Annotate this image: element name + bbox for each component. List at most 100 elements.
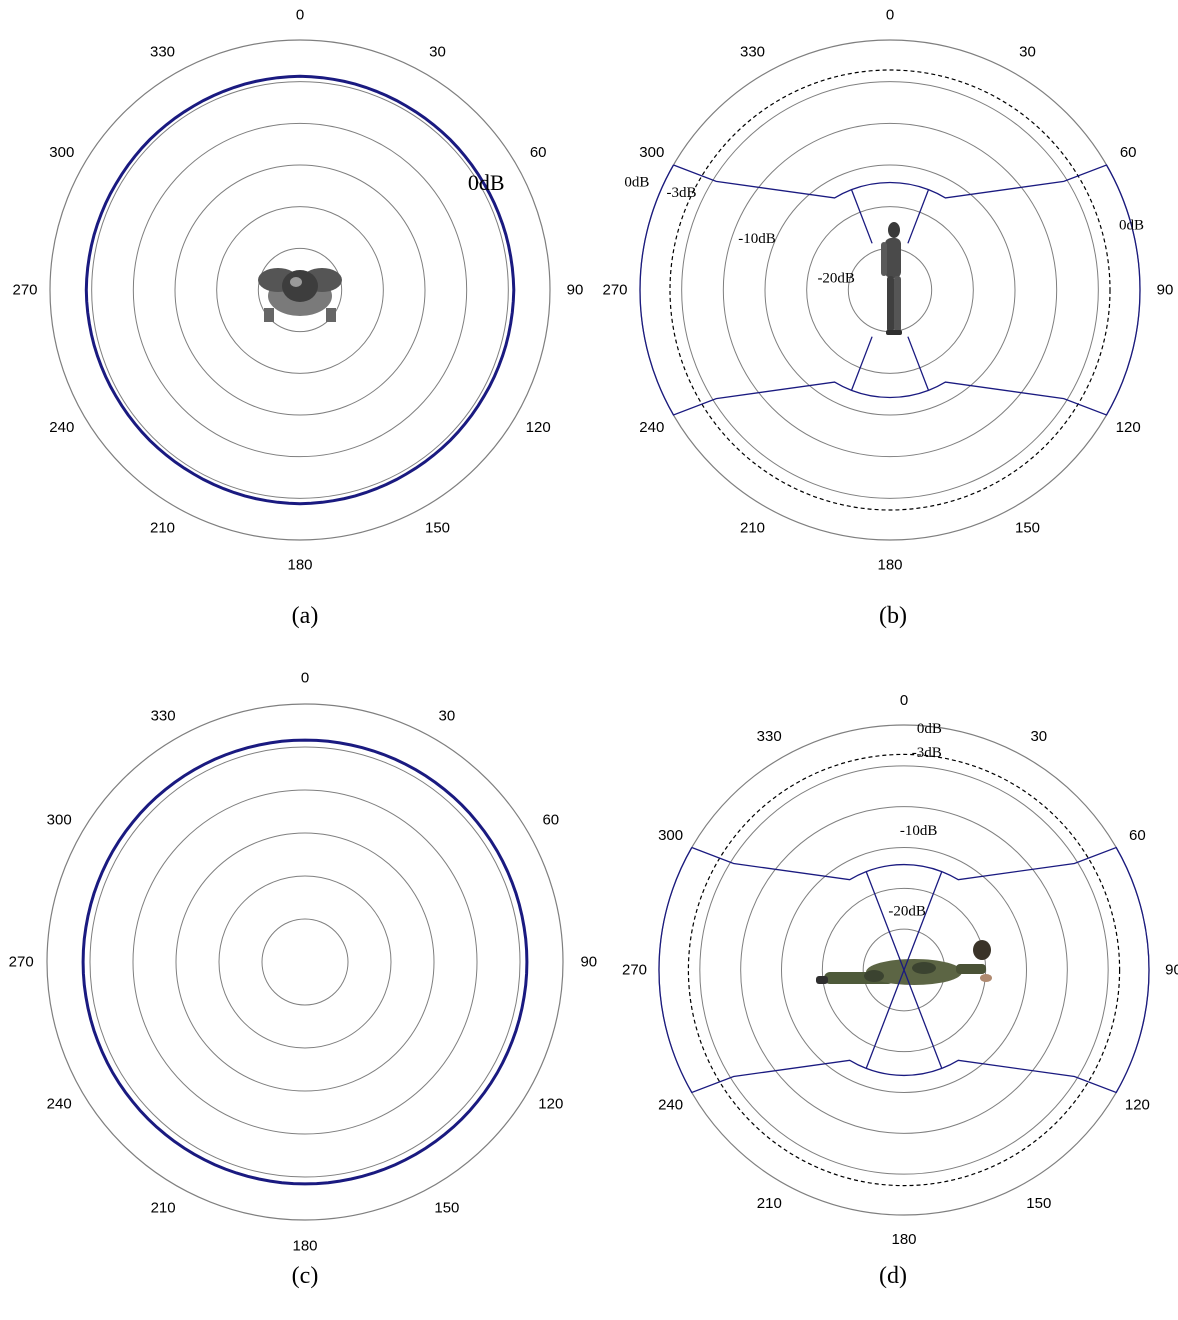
tank-top-view-icon xyxy=(258,268,342,322)
angle-label: 270 xyxy=(12,282,37,299)
grid-ring xyxy=(174,164,426,416)
soldier-camo-patch xyxy=(912,962,936,974)
grid-ring xyxy=(132,122,468,458)
dashed-3db-ring xyxy=(669,69,1111,511)
angle-label: 150 xyxy=(1026,1195,1051,1212)
soldier-camo-patch xyxy=(864,970,884,982)
standing-soldier-icon xyxy=(881,222,902,335)
tank-turret xyxy=(282,270,318,302)
angle-label: 0 xyxy=(886,7,894,24)
angle-label: 90 xyxy=(567,282,584,299)
pattern-spoke xyxy=(865,871,905,971)
caption-c: (c) xyxy=(291,1263,319,1289)
db-annotation: 0dB xyxy=(1119,217,1144,233)
soldier-boots xyxy=(816,976,828,984)
angle-label: 240 xyxy=(49,419,74,436)
angle-label: 150 xyxy=(1015,520,1040,537)
grid-ring xyxy=(764,164,1016,416)
grid-ring xyxy=(257,247,343,333)
grid-ring xyxy=(722,122,1058,458)
pattern-line xyxy=(658,846,1150,1094)
db-annotation: -10dB xyxy=(738,231,776,247)
dashed-3db-ring xyxy=(687,753,1121,1187)
angle-label: 300 xyxy=(49,144,74,161)
grid-ring xyxy=(681,81,1099,499)
soldier-hand xyxy=(980,974,992,982)
soldier-head xyxy=(888,222,900,238)
grid-ring xyxy=(89,746,521,1178)
polar-plot-a: 0 30 60 90 120 150 180 210 240 270 300 330 0dB xyxy=(12,7,583,574)
caption-a: (a) xyxy=(291,603,319,629)
angle-label: 330 xyxy=(151,708,176,725)
soldier-feet xyxy=(886,330,902,335)
angle-label: 240 xyxy=(639,419,664,436)
pattern-spoke xyxy=(907,336,930,391)
angle-label: 0 xyxy=(301,670,309,687)
angle-label: 60 xyxy=(530,144,547,161)
angle-label: 60 xyxy=(1129,827,1146,844)
angle-label: 210 xyxy=(151,1199,176,1216)
grid-ring xyxy=(740,806,1068,1134)
angle-label: 30 xyxy=(429,43,446,60)
angle-label: 180 xyxy=(891,1231,916,1248)
pattern-spoke xyxy=(865,969,905,1069)
angle-label: 0 xyxy=(900,692,908,709)
db-annotation: 0dB xyxy=(624,175,649,191)
angle-label: 210 xyxy=(757,1195,782,1212)
angle-label: 30 xyxy=(439,708,456,725)
db-annotation: -3dB xyxy=(667,185,697,201)
angle-label: 60 xyxy=(542,812,559,829)
angle-label: 300 xyxy=(639,144,664,161)
angle-label: 180 xyxy=(287,557,312,574)
pattern-line xyxy=(639,164,1141,416)
grid-ring xyxy=(261,918,349,1006)
angle-label: 150 xyxy=(425,520,450,537)
db-annotation: -20dB xyxy=(888,903,926,919)
grid-ring xyxy=(699,765,1109,1175)
angle-label: 120 xyxy=(526,419,551,436)
pattern-spoke xyxy=(903,871,943,971)
grid-ring xyxy=(216,206,384,374)
pattern-spoke xyxy=(907,189,930,244)
angle-label: 60 xyxy=(1120,144,1137,161)
soldier-arms xyxy=(956,964,986,974)
angle-label: 120 xyxy=(1125,1096,1150,1113)
angle-label: 330 xyxy=(150,43,175,60)
angle-label: 0 xyxy=(296,7,304,24)
prone-soldier-icon xyxy=(816,940,992,985)
soldier-head xyxy=(973,940,991,960)
angle-label: 240 xyxy=(47,1095,72,1112)
db-annotation: -3dB xyxy=(912,745,942,761)
soldier-torso xyxy=(885,238,901,278)
tank-rear-left xyxy=(264,308,274,322)
angle-label: 180 xyxy=(877,557,902,574)
angle-label: 120 xyxy=(1116,419,1141,436)
pattern-line xyxy=(84,74,516,506)
angle-label: 210 xyxy=(740,520,765,537)
soldier-leg-back xyxy=(887,276,894,332)
polar-plot-c: 0 30 60 90 120 150 180 210 240 270 300 330 xyxy=(9,670,597,1255)
angle-label: 330 xyxy=(757,728,782,745)
polar-plot-d: 0 30 60 90 120 150 180 210 240 270 300 330 0dB -3dB -1… xyxy=(622,692,1178,1248)
pattern-line xyxy=(81,738,529,1186)
db-annotation: 0dB xyxy=(468,170,505,195)
caption-d: (d) xyxy=(879,1263,907,1289)
angle-label: 90 xyxy=(1157,282,1174,299)
grid-ring xyxy=(175,832,435,1092)
tank-rear-right xyxy=(326,308,336,322)
angle-label: 330 xyxy=(740,43,765,60)
angle-label: 90 xyxy=(1165,962,1178,979)
angle-label: 270 xyxy=(9,954,34,971)
polar-plot-b: 0 30 60 90 120 150 180 210 240 270 300 330 0dB 0dB -3d… xyxy=(602,7,1173,574)
soldier-body xyxy=(866,959,962,985)
grid-ring xyxy=(46,703,564,1221)
angle-label: 300 xyxy=(47,812,72,829)
angle-label: 210 xyxy=(150,520,175,537)
grid-ring xyxy=(218,875,392,1049)
angle-label: 30 xyxy=(1030,728,1047,745)
tank-hatch xyxy=(290,277,302,287)
grid-ring xyxy=(91,81,509,499)
pattern-spoke xyxy=(903,969,943,1069)
db-annotation: 0dB xyxy=(917,721,942,737)
